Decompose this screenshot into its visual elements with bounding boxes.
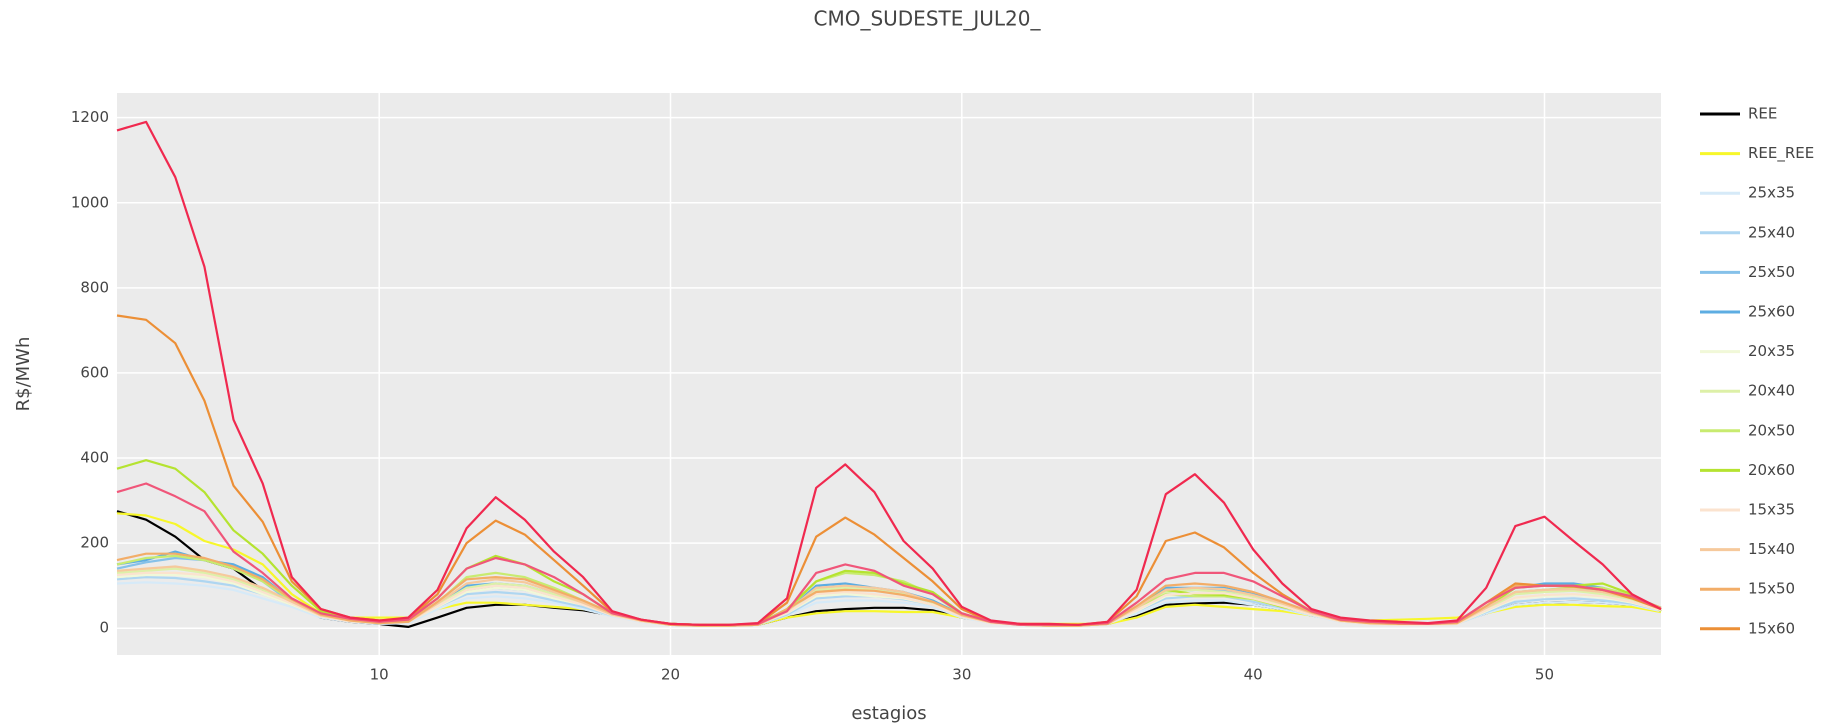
- legend-label: 25x50: [1748, 263, 1795, 281]
- x-tick-label: 30: [952, 666, 971, 684]
- legend-label: 25x35: [1748, 184, 1795, 202]
- legend-label: 20x35: [1748, 342, 1795, 360]
- y-tick-label: 1200: [71, 108, 109, 126]
- legend-label: 15x60: [1748, 619, 1795, 637]
- legend-label: 20x40: [1748, 382, 1795, 400]
- legend-label: 15x35: [1748, 501, 1795, 519]
- series-line: [116, 120, 1662, 626]
- legend-label: 25x60: [1748, 303, 1795, 321]
- legend-label: 15x50: [1748, 580, 1795, 598]
- chart-title: CMO_SUDESTE_JUL20_: [813, 7, 1041, 31]
- plot-area: [117, 93, 1661, 655]
- y-tick-label: 200: [80, 534, 109, 552]
- y-axis-title: R$/MWh: [13, 337, 34, 412]
- legend-label: 15x40: [1748, 540, 1795, 558]
- legend-label: 20x50: [1748, 421, 1795, 439]
- x-tick-label: 50: [1535, 666, 1554, 684]
- legend-label: 25x40: [1748, 223, 1795, 241]
- legend-label: REE: [1748, 105, 1777, 123]
- x-axis-title: estagios: [851, 703, 926, 724]
- y-tick-label: 600: [80, 363, 109, 381]
- legend-label: REE_REE: [1748, 144, 1814, 163]
- y-tick-label: 0: [99, 619, 109, 637]
- series-line: [116, 512, 1662, 626]
- series-line: [116, 482, 1662, 626]
- legend-label: 20x60: [1748, 461, 1795, 479]
- y-tick-label: 800: [80, 278, 109, 296]
- y-tick-label: 1000: [71, 193, 109, 211]
- y-tick-label: 400: [80, 449, 109, 467]
- x-tick-label: 10: [370, 666, 389, 684]
- x-tick-label: 40: [1244, 666, 1263, 684]
- x-tick-label: 20: [661, 666, 680, 684]
